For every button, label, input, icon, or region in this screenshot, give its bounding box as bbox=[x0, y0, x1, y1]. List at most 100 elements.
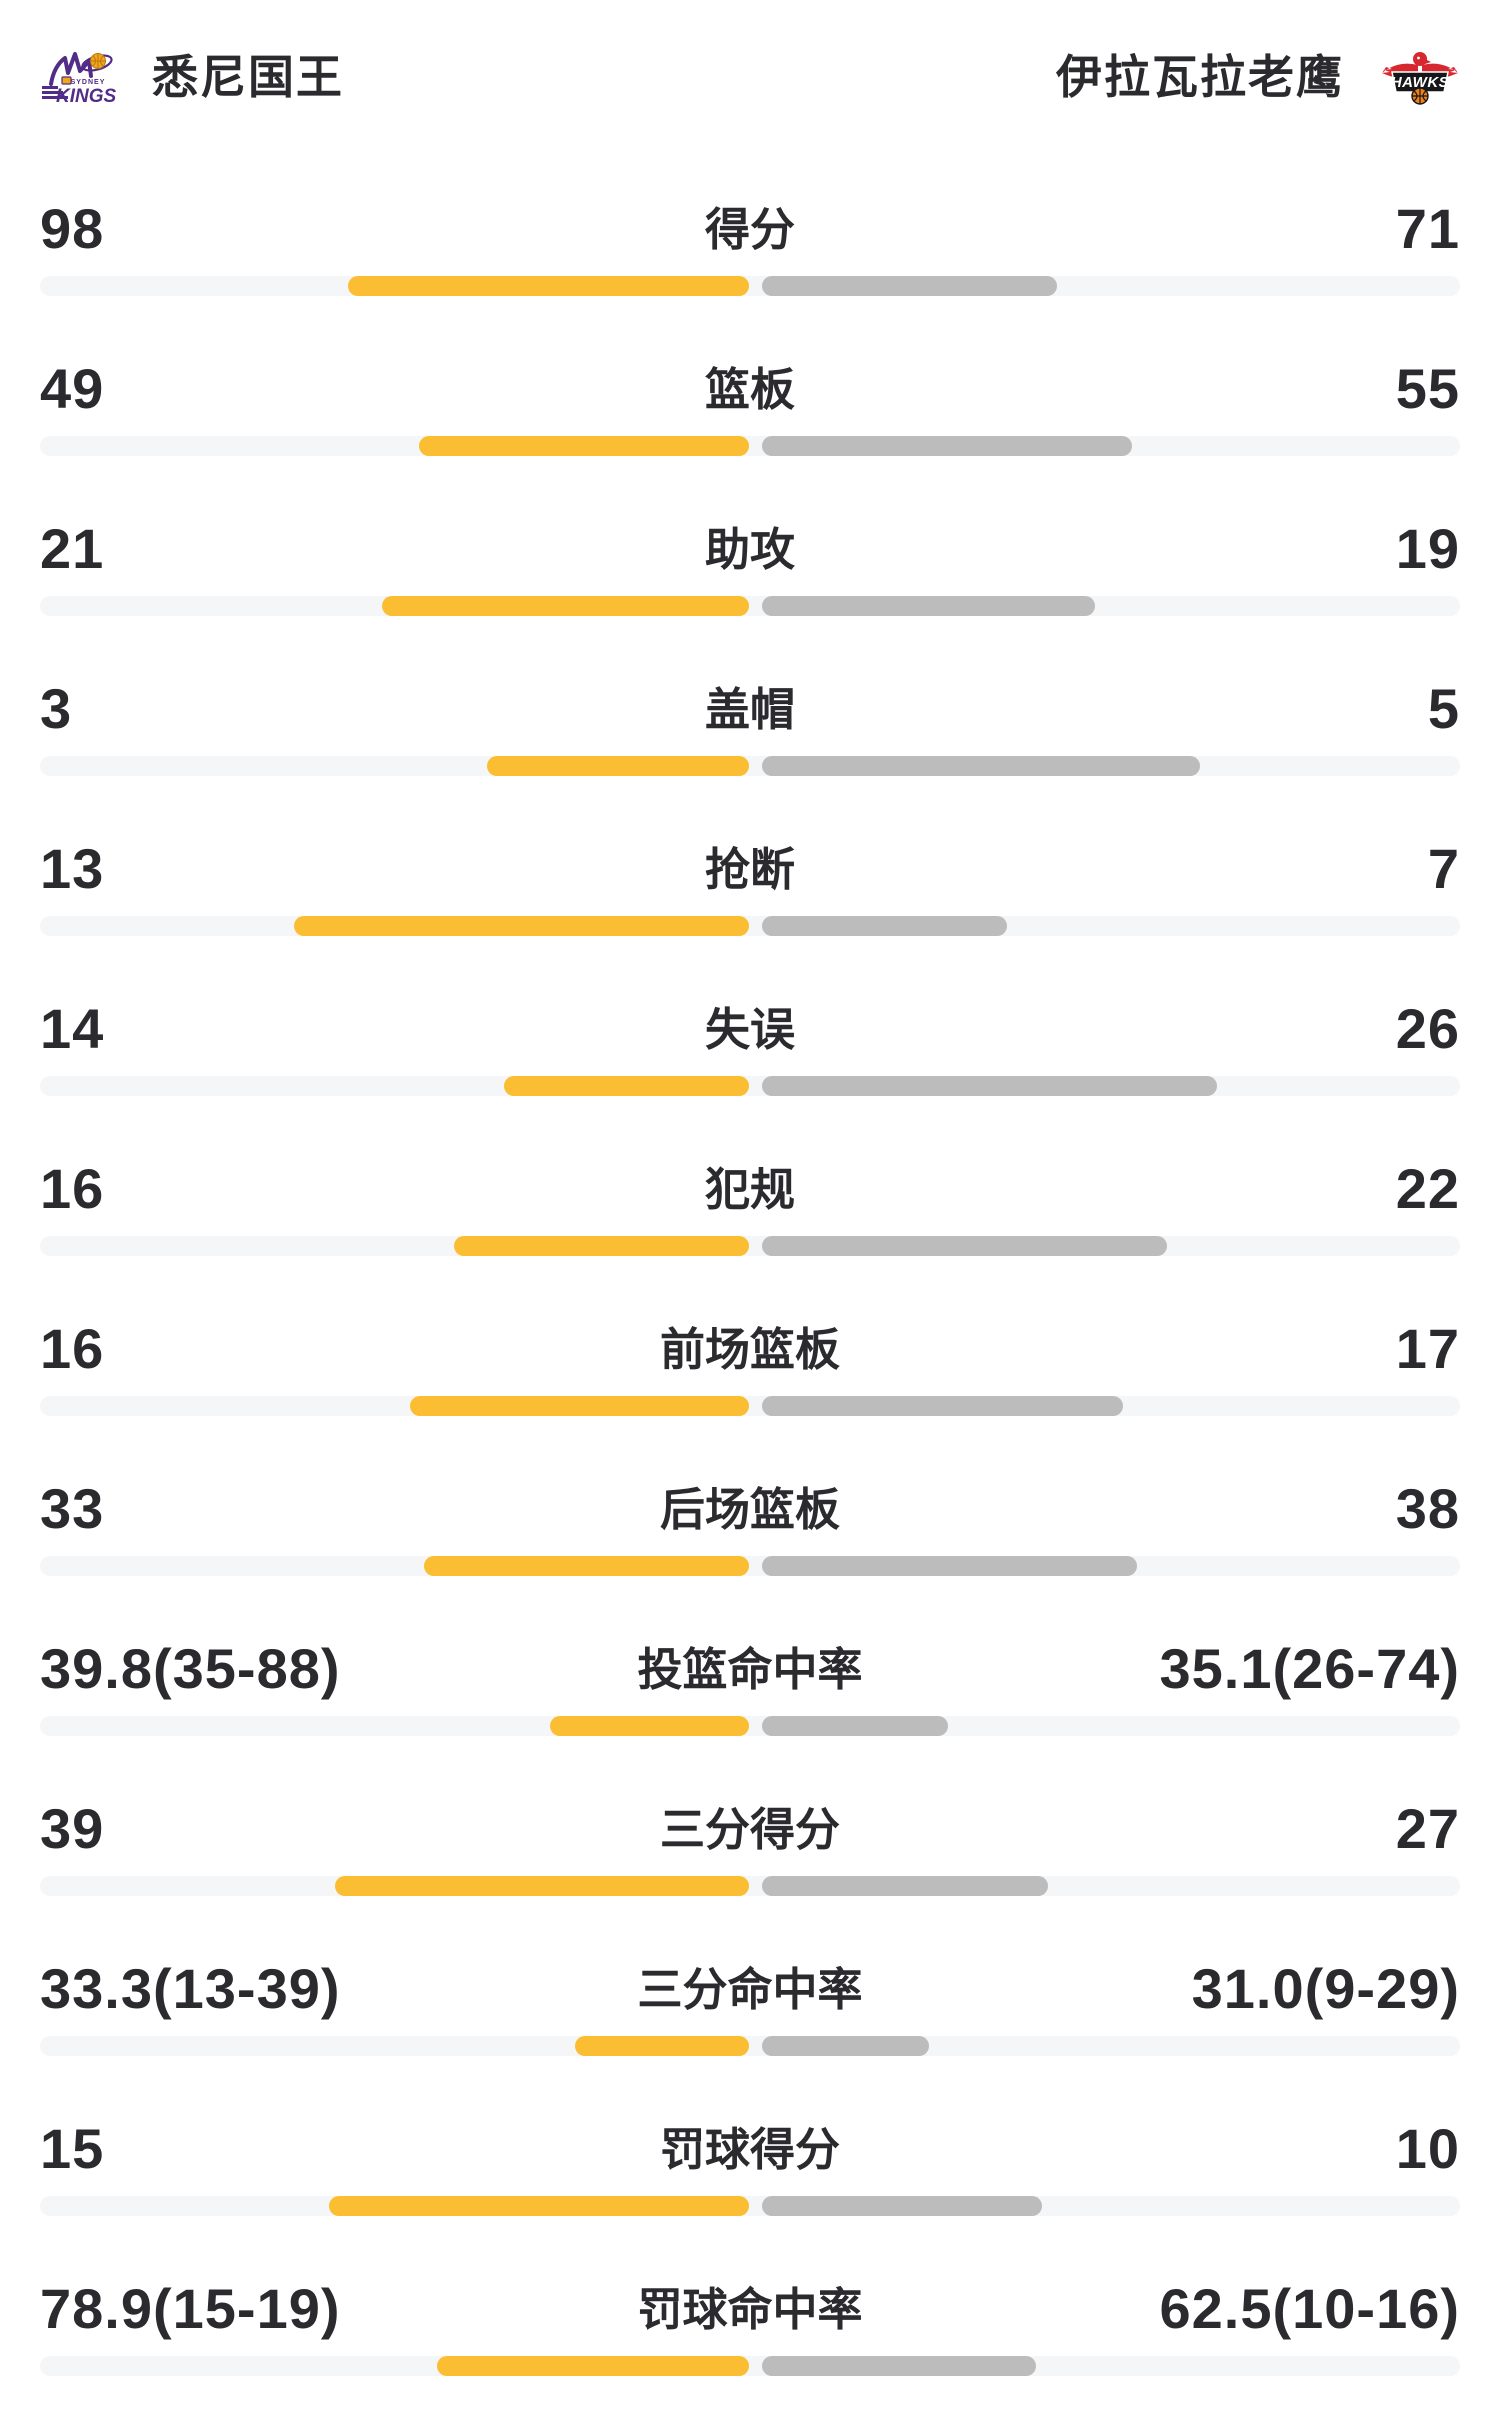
home-bar bbox=[382, 596, 749, 616]
away-bar bbox=[762, 436, 1132, 456]
home-bar bbox=[550, 1716, 749, 1736]
stat-row: 16 犯规 22 bbox=[40, 1136, 1460, 1296]
away-bar bbox=[762, 1396, 1123, 1416]
stat-label: 篮板 bbox=[704, 364, 796, 415]
away-value: 71 bbox=[1395, 197, 1460, 260]
sydney-kings-logo-icon: SYDNEY KINGS bbox=[40, 48, 116, 106]
stat-line: 21 助攻 19 bbox=[40, 517, 1460, 580]
away-value: 31.0(9-29) bbox=[1191, 1957, 1460, 2020]
stat-row: 13 抢断 7 bbox=[40, 816, 1460, 976]
stat-label: 得分 bbox=[704, 204, 796, 255]
away-bar bbox=[762, 756, 1200, 776]
home-value: 13 bbox=[40, 837, 105, 900]
stat-row: 14 失误 26 bbox=[40, 976, 1460, 1136]
home-value: 3 bbox=[40, 677, 73, 740]
stat-label: 助攻 bbox=[704, 524, 796, 575]
stat-bar-track bbox=[40, 436, 1460, 456]
home-value: 39 bbox=[40, 1797, 105, 1860]
away-value: 26 bbox=[1395, 997, 1460, 1060]
stat-label: 投篮命中率 bbox=[637, 1644, 863, 1695]
away-bar bbox=[762, 2036, 929, 2056]
home-bar bbox=[335, 1876, 749, 1896]
home-bar bbox=[329, 2196, 749, 2216]
home-value: 33.3(13-39) bbox=[40, 1957, 341, 2020]
home-bar bbox=[437, 2356, 749, 2376]
stat-bar-track bbox=[40, 1556, 1460, 1576]
away-bar bbox=[762, 2356, 1036, 2376]
away-bar bbox=[762, 916, 1007, 936]
stat-label: 抢断 bbox=[704, 844, 796, 895]
stat-row: 49 篮板 55 bbox=[40, 336, 1460, 496]
home-bar bbox=[575, 2036, 749, 2056]
home-bar bbox=[348, 276, 749, 296]
away-value: 62.5(10-16) bbox=[1159, 2277, 1460, 2340]
home-team-name: 悉尼国王 bbox=[152, 51, 344, 103]
home-bar bbox=[410, 1396, 749, 1416]
kings-logo-text: KINGS bbox=[56, 86, 116, 106]
away-value: 10 bbox=[1395, 2117, 1460, 2180]
home-value: 98 bbox=[40, 197, 105, 260]
stat-bar-track bbox=[40, 1076, 1460, 1096]
home-value: 49 bbox=[40, 357, 105, 420]
stat-row: 33 后场篮板 38 bbox=[40, 1456, 1460, 1616]
stat-bar-track bbox=[40, 2356, 1460, 2376]
home-value: 21 bbox=[40, 517, 105, 580]
stat-line: 39 三分得分 27 bbox=[40, 1797, 1460, 1860]
stat-bar-track bbox=[40, 276, 1460, 296]
home-value: 14 bbox=[40, 997, 105, 1060]
stat-row: 21 助攻 19 bbox=[40, 496, 1460, 656]
away-bar bbox=[762, 2196, 1042, 2216]
away-value: 55 bbox=[1395, 357, 1460, 420]
stat-line: 33 后场篮板 38 bbox=[40, 1477, 1460, 1540]
stat-line: 16 犯规 22 bbox=[40, 1157, 1460, 1220]
stat-row: 15 罚球得分 10 bbox=[40, 2096, 1460, 2256]
home-bar bbox=[454, 1236, 749, 1256]
stat-row: 39 三分得分 27 bbox=[40, 1776, 1460, 1936]
stat-label: 三分得分 bbox=[659, 1804, 841, 1855]
stat-line: 3 盖帽 5 bbox=[40, 677, 1460, 740]
stat-label: 失误 bbox=[704, 1004, 796, 1055]
home-team: SYDNEY KINGS 悉尼国王 bbox=[40, 47, 344, 107]
home-value: 33 bbox=[40, 1477, 105, 1540]
away-bar bbox=[762, 596, 1095, 616]
away-value: 7 bbox=[1427, 837, 1460, 900]
stat-row: 78.9(15-19) 罚球命中率 62.5(10-16) bbox=[40, 2256, 1460, 2416]
away-bar bbox=[762, 276, 1057, 296]
stat-bar-track bbox=[40, 1876, 1460, 1896]
header: SYDNEY KINGS 悉尼国王 伊拉瓦拉老鹰 HAWKS bbox=[0, 0, 1500, 110]
home-value: 15 bbox=[40, 2117, 105, 2180]
stat-line: 49 篮板 55 bbox=[40, 357, 1460, 420]
stat-label: 犯规 bbox=[704, 1164, 796, 1215]
stat-line: 39.8(35-88) 投篮命中率 35.1(26-74) bbox=[40, 1637, 1460, 1700]
stat-bar-track bbox=[40, 1236, 1460, 1256]
away-team-name: 伊拉瓦拉老鹰 bbox=[1056, 51, 1344, 103]
home-value: 39.8(35-88) bbox=[40, 1637, 341, 1700]
stat-row: 39.8(35-88) 投篮命中率 35.1(26-74) bbox=[40, 1616, 1460, 1776]
stat-line: 98 得分 71 bbox=[40, 197, 1460, 260]
away-value: 17 bbox=[1395, 1317, 1460, 1380]
stat-line: 15 罚球得分 10 bbox=[40, 2117, 1460, 2180]
stat-label: 三分命中率 bbox=[637, 1964, 863, 2015]
stat-row: 98 得分 71 bbox=[40, 176, 1460, 336]
home-bar bbox=[419, 436, 749, 456]
stat-row: 16 前场篮板 17 bbox=[40, 1296, 1460, 1456]
stat-line: 14 失误 26 bbox=[40, 997, 1460, 1060]
away-value: 5 bbox=[1427, 677, 1460, 740]
away-value: 35.1(26-74) bbox=[1159, 1637, 1460, 1700]
away-value: 27 bbox=[1395, 1797, 1460, 1860]
away-value: 19 bbox=[1395, 517, 1460, 580]
away-value: 22 bbox=[1395, 1157, 1460, 1220]
illawarra-hawks-logo-icon: HAWKS bbox=[1380, 48, 1460, 106]
home-value: 16 bbox=[40, 1317, 105, 1380]
away-bar bbox=[762, 1716, 948, 1736]
hawks-logo-text: HAWKS bbox=[1391, 74, 1449, 91]
away-bar bbox=[762, 1556, 1137, 1576]
stat-row: 3 盖帽 5 bbox=[40, 656, 1460, 816]
home-bar bbox=[424, 1556, 749, 1576]
stat-bar-track bbox=[40, 1716, 1460, 1736]
stat-bar-track bbox=[40, 756, 1460, 776]
home-value: 78.9(15-19) bbox=[40, 2277, 341, 2340]
stat-bar-track bbox=[40, 2196, 1460, 2216]
home-bar bbox=[294, 916, 749, 936]
